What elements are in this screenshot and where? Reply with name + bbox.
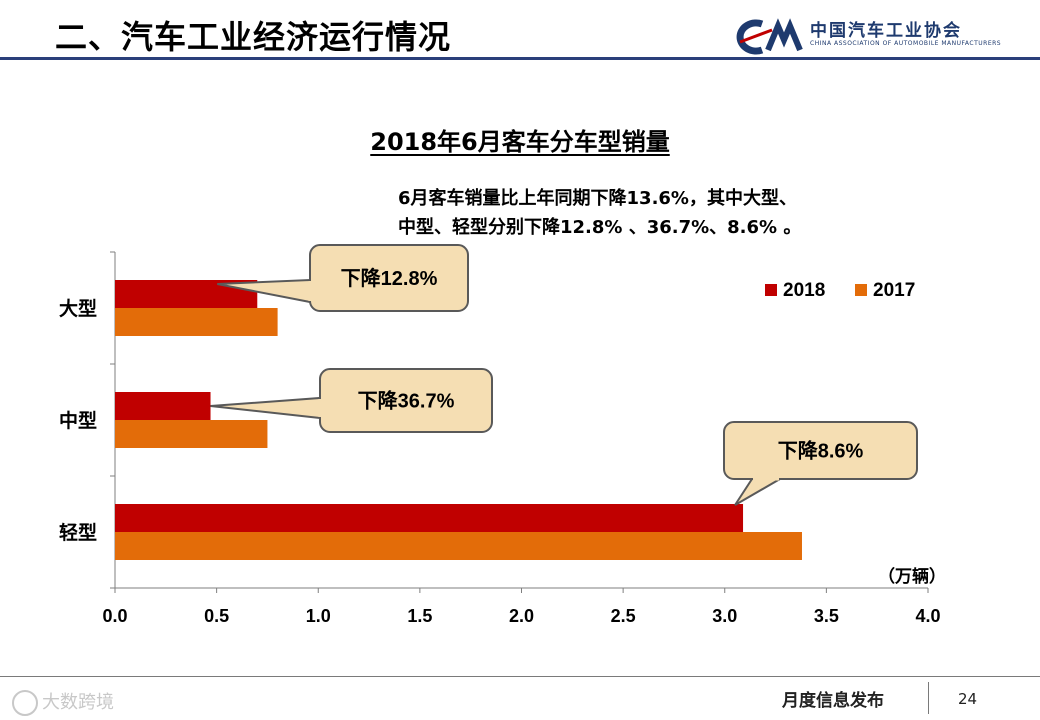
title-rule [0, 57, 1040, 60]
legend-label: 2018 [783, 280, 825, 301]
legend-swatch [855, 284, 867, 296]
callout-box [723, 421, 918, 480]
footer-label: 月度信息发布 [782, 691, 884, 711]
bar-2018 [115, 392, 211, 420]
category-label: 大型 [59, 297, 97, 320]
legend-swatch [765, 284, 777, 296]
logo-name-cn: 中国汽车工业协会 [810, 21, 962, 41]
callout-box [309, 244, 469, 312]
callout-label: 下降8.6% [778, 439, 864, 463]
x-tick-label: 3.0 [712, 606, 737, 626]
chart-title: 2018年6月客车分车型销量 [370, 128, 670, 156]
x-tick-label: 2.0 [509, 606, 534, 626]
cam-logo-mark-icon [736, 18, 803, 55]
category-label: 中型 [59, 409, 97, 432]
page-number: 24 [958, 690, 978, 708]
footer-divider [928, 682, 929, 714]
watermark-text: 大数跨境 [42, 692, 114, 713]
watermark-logo-icon [12, 690, 38, 716]
logo-name-en: CHINA ASSOCIATION OF AUTOMOBILE MANUFACT… [810, 40, 1002, 47]
legend-label: 2017 [873, 280, 915, 301]
cam-logo: 中国汽车工业协会 CHINA ASSOCIATION OF AUTOMOBILE… [732, 16, 1002, 56]
bar-2017 [115, 532, 802, 560]
x-tick-label: 2.5 [611, 606, 636, 626]
footer-rule [0, 676, 1040, 677]
summary-line-2: 中型、轻型分别下降12.8% 、36.7%、8.6% 。 [398, 217, 802, 238]
unit-label: （万辆） [878, 566, 946, 586]
watermark: 大数跨境 [12, 688, 114, 716]
x-tick-label: 0.5 [204, 606, 229, 626]
summary-line-1: 6月客车销量比上年同期下降13.6%，其中大型、 [398, 188, 797, 209]
x-tick-label: 0.0 [102, 606, 127, 626]
x-tick-label: 3.5 [814, 606, 839, 626]
x-tick-label: 4.0 [915, 606, 940, 626]
summary-note: 6月客车销量比上年同期下降13.6%，其中大型、 中型、轻型分别下降12.8% … [398, 184, 801, 242]
slide-title: 二、汽车工业经济运行情况 [55, 18, 452, 56]
callout-pointer [210, 396, 321, 420]
callout-label: 下降12.8% [341, 266, 438, 290]
category-label: 轻型 [59, 521, 97, 544]
x-tick-label: 1.5 [407, 606, 432, 626]
x-tick-label: 1.0 [306, 606, 331, 626]
callout-pointer [734, 478, 784, 506]
callout-label: 下降36.7% [358, 389, 455, 413]
bar-2017 [115, 308, 278, 336]
bar-2018 [115, 504, 744, 532]
bar-2017 [115, 420, 268, 448]
